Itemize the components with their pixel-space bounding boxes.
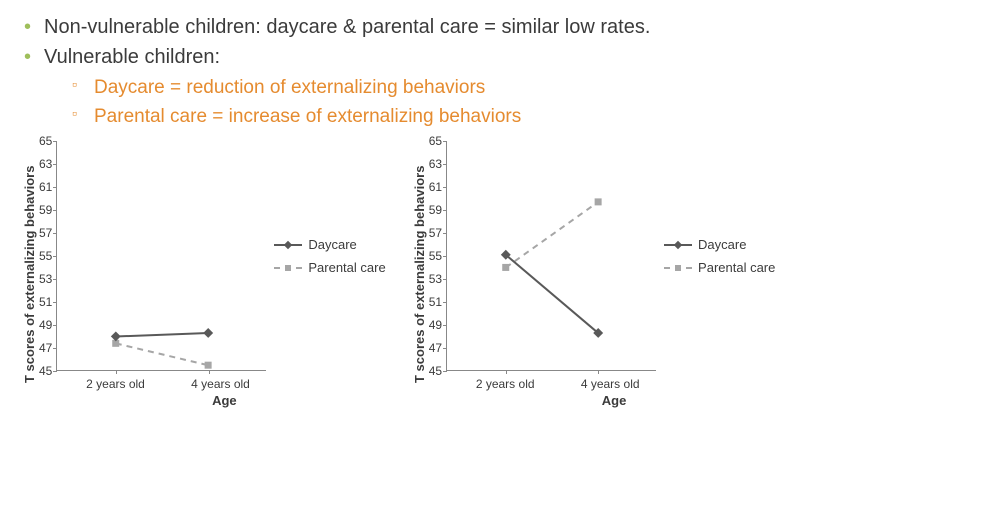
charts-row: T scores of externalizing behaviors 6563…	[20, 141, 977, 408]
legend-daycare-line-icon	[274, 238, 302, 252]
left-chart-xticks: 2 years old4 years old	[63, 377, 273, 391]
right-chart-legend: Daycare Parental care	[656, 237, 775, 275]
left-chart: T scores of externalizing behaviors 6563…	[20, 141, 386, 408]
legend-daycare-line-icon-r	[664, 238, 692, 252]
legend-daycare-label: Daycare	[308, 237, 356, 252]
sub-bullet-2: Parental care = increase of externalizin…	[72, 103, 977, 132]
left-chart-legend: Daycare Parental care	[266, 237, 385, 275]
legend-parental-r: Parental care	[664, 260, 775, 275]
left-chart-xlabel: Age	[63, 393, 386, 408]
legend-parental-label: Parental care	[308, 260, 385, 275]
left-chart-ylabel: T scores of externalizing behaviors	[20, 141, 39, 408]
right-chart-ylabel: T scores of externalizing behaviors	[410, 141, 429, 408]
right-chart-xlabel: Age	[453, 393, 776, 408]
legend-daycare: Daycare	[274, 237, 385, 252]
right-chart: T scores of externalizing behaviors 6563…	[410, 141, 776, 408]
bullet-item-2: Vulnerable children: Daycare = reduction…	[20, 42, 977, 131]
legend-parental-line-icon-r	[664, 261, 692, 275]
sub-bullet-list: Daycare = reduction of externalizing beh…	[44, 74, 977, 131]
legend-parental: Parental care	[274, 260, 385, 275]
right-chart-xticks: 2 years old4 years old	[453, 377, 663, 391]
right-chart-plot	[446, 141, 656, 371]
bullet-item-2-text: Vulnerable children:	[44, 46, 220, 68]
legend-daycare-label-r: Daycare	[698, 237, 746, 252]
legend-parental-label-r: Parental care	[698, 260, 775, 275]
sub-bullet-1: Daycare = reduction of externalizing beh…	[72, 74, 977, 103]
legend-parental-line-icon	[274, 261, 302, 275]
bullet-list: Non-vulnerable children: daycare & paren…	[20, 12, 977, 131]
bullet-item-1: Non-vulnerable children: daycare & paren…	[20, 12, 977, 42]
legend-daycare-r: Daycare	[664, 237, 775, 252]
left-chart-plot	[56, 141, 266, 371]
